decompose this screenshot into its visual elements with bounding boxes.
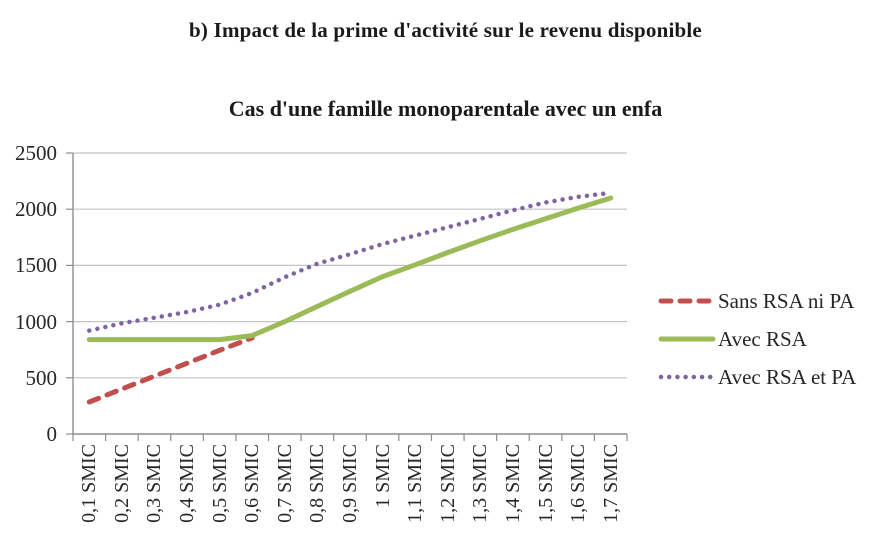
- x-tick-label: 0,2 SMIC: [110, 444, 133, 523]
- y-tick-label: 1500: [15, 253, 57, 278]
- x-tick-label: 1,5 SMIC: [534, 444, 557, 523]
- x-tick-label: 1,4 SMIC: [501, 444, 524, 523]
- x-tick-label: 0,8 SMIC: [306, 444, 329, 523]
- x-tick-label: 0,5 SMIC: [208, 444, 231, 523]
- y-tick-label: 1000: [15, 309, 57, 334]
- y-tick-label: 0: [46, 422, 58, 446]
- x-tick-label: 0,3 SMIC: [143, 444, 166, 523]
- y-tick-label: 500: [25, 365, 58, 390]
- x-tick-label: 1 SMIC: [371, 444, 394, 508]
- legend-label: Avec RSA et PA: [718, 364, 857, 389]
- legend-item: Avec RSA et PA: [658, 358, 856, 396]
- legend-label: Sans RSA ni PA: [718, 288, 855, 313]
- legend-dotted-line-marker: [658, 374, 716, 380]
- legend-item: Sans RSA ni PA: [658, 282, 856, 320]
- legend-item: Avec RSA: [658, 320, 856, 358]
- chart-title: Cas d'une famille monoparentale avec un …: [228, 96, 663, 121]
- series-line-dotted: [87, 190, 613, 333]
- x-tick-label: 0,6 SMIC: [241, 444, 264, 523]
- legend-solid-line-marker: [658, 336, 716, 342]
- y-tick-label: 2500: [15, 141, 57, 165]
- x-tick-label: 1,2 SMIC: [436, 444, 459, 523]
- x-tick-label: 0,1 SMIC: [78, 444, 101, 523]
- x-tick-label: 1,7 SMIC: [599, 444, 622, 523]
- legend: Sans RSA ni PA Avec RSA Avec RSA et PA: [658, 282, 856, 396]
- series-line-solid: [86, 195, 614, 343]
- x-tick-label: 1,1 SMIC: [404, 444, 427, 523]
- x-tick-label: 1,6 SMIC: [567, 444, 590, 523]
- x-tick-label: 0,4 SMIC: [176, 444, 199, 523]
- legend-label: Avec RSA: [718, 326, 807, 351]
- x-tick-label: 0,9 SMIC: [339, 444, 361, 523]
- y-tick-label: 2000: [15, 197, 57, 222]
- x-tick-label: 1,3 SMIC: [469, 444, 492, 523]
- figure-title: b) Impact de la prime d'activité sur le …: [189, 18, 702, 42]
- x-tick-label: 0,7 SMIC: [273, 444, 296, 523]
- series-line-dashed: [86, 335, 255, 405]
- legend-dashed-line-marker: [658, 298, 716, 304]
